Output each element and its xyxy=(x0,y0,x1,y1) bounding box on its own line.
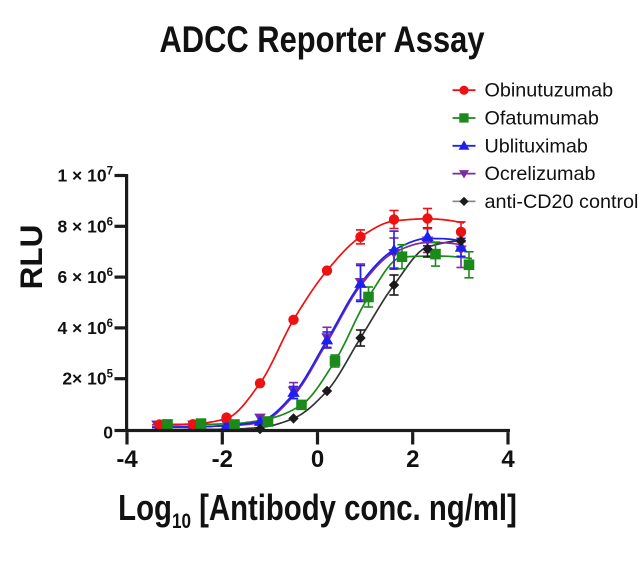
svg-text:anti-CD20 control: anti-CD20 control xyxy=(485,191,639,213)
svg-text:0: 0 xyxy=(103,423,113,443)
svg-text:4 × 106: 4 × 106 xyxy=(57,318,113,338)
svg-text:Obinutuzumab: Obinutuzumab xyxy=(485,80,614,102)
svg-text:2: 2 xyxy=(406,446,419,473)
svg-text:-2: -2 xyxy=(212,446,233,473)
svg-text:Ublituximab: Ublituximab xyxy=(485,135,588,157)
svg-text:0: 0 xyxy=(311,446,324,473)
svg-text:8 × 106: 8 × 106 xyxy=(57,216,113,236)
svg-text:4: 4 xyxy=(501,446,515,473)
svg-text:Ocrelizumab: Ocrelizumab xyxy=(485,163,596,185)
svg-text:ADCC Reporter Assay: ADCC Reporter Assay xyxy=(159,19,484,60)
svg-text:Ofatumumab: Ofatumumab xyxy=(485,108,599,130)
svg-text:1 × 107: 1 × 107 xyxy=(57,166,113,186)
svg-text:6 × 106: 6 × 106 xyxy=(57,267,113,287)
svg-text:2× 105: 2× 105 xyxy=(62,369,113,389)
svg-text:RLU: RLU xyxy=(13,225,49,290)
svg-text:-4: -4 xyxy=(116,446,138,473)
